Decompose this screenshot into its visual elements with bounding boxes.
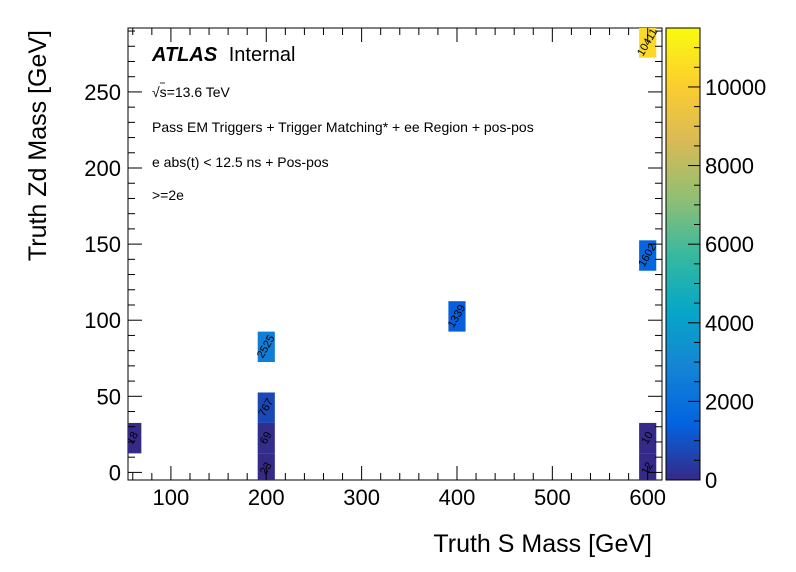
x-tick-label: 300 [343, 485, 380, 510]
heatmap-cells [128, 28, 657, 480]
x-tick-label: 500 [534, 485, 571, 510]
x-tick-label: 100 [153, 485, 190, 510]
colorbar-tick-label: 4000 [705, 311, 754, 336]
multiplicity-label: >=2e [152, 187, 184, 203]
x-tick-label: 200 [248, 485, 285, 510]
internal-label: Internal [229, 44, 296, 66]
plot-frame [127, 27, 663, 481]
atlas-label: ATLAS [151, 44, 218, 66]
heatmap-cell-18 [128, 422, 142, 454]
y-tick-label: 0 [109, 460, 121, 485]
svg-text:√s=13.6 TeV: √s=13.6 TeV [152, 84, 231, 100]
heatmap-cell-2525 [257, 331, 275, 363]
heatmap-cell-10411 [639, 28, 657, 58]
heatmap-cell-10 [639, 422, 657, 454]
colorbar-tick-label: 2000 [705, 389, 754, 414]
x-tick-label: 600 [629, 485, 666, 510]
y-tick-label: 200 [84, 156, 121, 181]
colorbar-tick-label: 0 [705, 468, 717, 493]
heatmap-cell-1602 [639, 240, 657, 271]
cell-value-label: 10 [639, 430, 656, 447]
colorbar-tick-label: 6000 [705, 232, 754, 257]
x-axis-label: Truth S Mass [GeV] [433, 530, 652, 558]
svg-text:ATLAS Internal: ATLAS Internal [151, 44, 295, 66]
heatmap-cell-1339 [448, 301, 466, 332]
colorbar-tick-label: 10000 [705, 75, 766, 100]
heatmap-cell-69 [257, 422, 275, 454]
y-tick-label: 250 [84, 80, 121, 105]
colorbar-ticks: 0 2000 4000 6000 8000 10000 [688, 27, 766, 493]
y-tick-label: 150 [84, 232, 121, 257]
energy-label: =13.6 TeV [167, 84, 231, 100]
x-tick-label: 400 [439, 485, 476, 510]
timing-label: e abs(t) < 12.5 ns + Pos-pos [152, 154, 329, 170]
selection-label: Pass EM Triggers + Trigger Matching* + e… [152, 119, 534, 135]
energy-root: √s [152, 84, 167, 100]
y-axis-label: Truth Zd Mass [GeV] [24, 30, 52, 261]
cell-value-label: 69 [258, 430, 275, 447]
colorbar [665, 27, 701, 481]
axis-ticks: 100 200 300 400 500 600 0 50 100 150 200 250 [84, 28, 666, 510]
y-tick-label: 100 [84, 308, 121, 333]
colorbar-tick-label: 8000 [705, 154, 754, 179]
annotation-block: ATLAS Internal √s=13.6 TeV Pass EM Trigg… [151, 44, 534, 203]
heatmap-cell-767 [257, 392, 275, 423]
y-tick-label: 50 [97, 384, 121, 409]
